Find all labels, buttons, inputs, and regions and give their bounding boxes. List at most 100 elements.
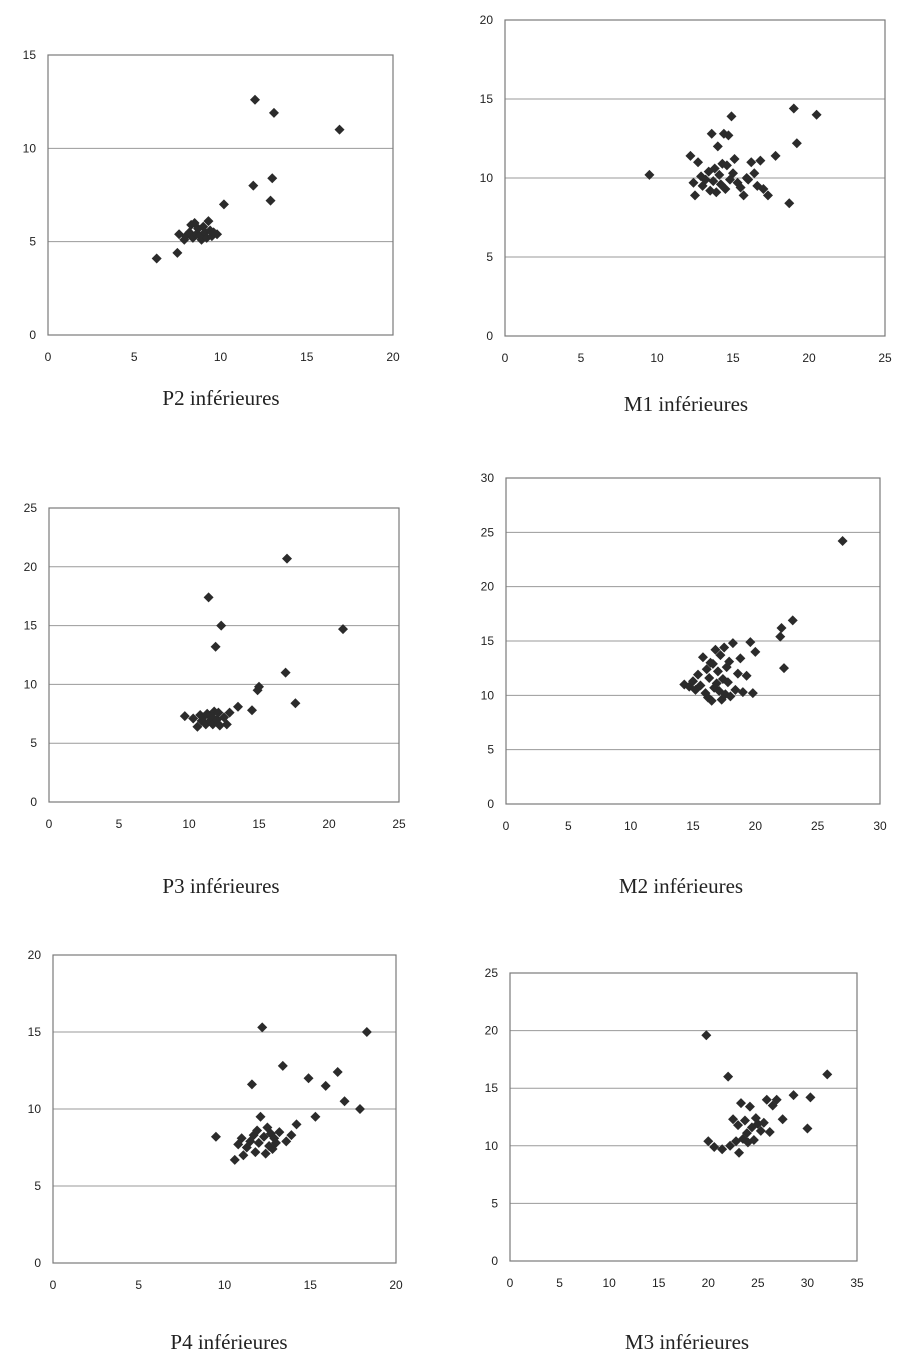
x-tick-label: 15 xyxy=(726,351,740,365)
y-tick-label: 0 xyxy=(486,329,493,343)
data-point xyxy=(745,637,756,648)
data-point xyxy=(644,169,655,180)
data-point xyxy=(700,174,711,185)
x-tick-label: 5 xyxy=(565,819,572,833)
data-point xyxy=(738,190,749,201)
data-point xyxy=(777,1114,788,1125)
data-point xyxy=(203,216,214,227)
data-point xyxy=(732,668,743,679)
data-point xyxy=(728,1114,739,1125)
x-tick-label: 35 xyxy=(850,1276,864,1290)
data-point xyxy=(334,124,345,135)
data-point xyxy=(246,1079,257,1090)
plot-area-frame xyxy=(52,954,397,1264)
data-point xyxy=(737,687,748,698)
data-point xyxy=(735,182,746,193)
data-point xyxy=(735,653,746,664)
plot-area-frame xyxy=(509,972,858,1262)
chart-m2-inferieures: 0 5 10 15 20 25 30 0 5 10 15 20 25 30 M2 inférieures xyxy=(481,471,887,898)
data-point xyxy=(339,1096,350,1107)
y-tick-label: 0 xyxy=(30,795,37,809)
data-point xyxy=(210,641,221,652)
x-tick-label: 25 xyxy=(751,1276,765,1290)
data-point xyxy=(250,1147,261,1158)
data-point xyxy=(697,652,708,663)
data-point xyxy=(755,155,766,166)
data-point xyxy=(711,678,722,689)
y-tick-label: 10 xyxy=(480,171,494,185)
x-tick-label: 10 xyxy=(624,819,638,833)
data-point xyxy=(802,1123,813,1134)
data-point xyxy=(151,253,162,264)
data-point xyxy=(213,707,224,718)
data-point xyxy=(750,646,761,657)
chart-p3-inferieures: 0 5 10 15 20 25 0 5 10 15 20 25 P3 inférieures xyxy=(24,501,406,898)
data-point xyxy=(709,1141,720,1152)
data-point xyxy=(250,94,260,105)
data-point xyxy=(787,615,798,626)
x-tick-label: 15 xyxy=(304,1278,318,1292)
y-tick-label: 20 xyxy=(480,13,494,27)
y-tick-label: 5 xyxy=(491,1196,498,1210)
data-point xyxy=(747,688,758,699)
x-tick-label: 25 xyxy=(878,351,892,365)
data-point xyxy=(267,173,278,184)
data-point xyxy=(361,1027,372,1037)
data-point xyxy=(291,1119,302,1130)
data-point xyxy=(788,1090,799,1101)
data-point xyxy=(188,713,199,724)
y-tick-label: 0 xyxy=(29,328,36,342)
data-point xyxy=(724,656,735,667)
data-point xyxy=(701,664,712,675)
y-tick-label: 5 xyxy=(487,743,494,757)
x-tick-label: 15 xyxy=(300,350,314,364)
data-point xyxy=(728,168,738,179)
data-point xyxy=(210,1131,221,1142)
data-point xyxy=(741,1128,752,1139)
data-point xyxy=(729,154,740,165)
y-tick-label: 10 xyxy=(481,688,495,702)
data-point xyxy=(248,180,259,191)
data-point xyxy=(693,157,704,168)
data-point xyxy=(805,1092,816,1103)
y-tick-label: 5 xyxy=(486,250,493,264)
data-point xyxy=(730,684,741,695)
data-point xyxy=(706,695,717,706)
x-tick-label: 20 xyxy=(389,1278,403,1292)
data-point xyxy=(764,1126,775,1137)
plot-area-frame xyxy=(505,477,881,805)
x-tick-label: 0 xyxy=(46,817,53,831)
data-point xyxy=(708,176,719,187)
x-tick-label: 5 xyxy=(578,351,585,365)
x-tick-label: 5 xyxy=(556,1276,563,1290)
data-point xyxy=(286,1130,297,1141)
x-tick-label: 0 xyxy=(45,350,52,364)
data-point xyxy=(203,592,214,603)
data-point xyxy=(268,107,279,118)
data-point xyxy=(214,720,225,731)
data-point xyxy=(247,705,257,716)
y-tick-label: 25 xyxy=(24,501,38,515)
y-tick-label: 10 xyxy=(28,1102,42,1116)
chart-caption: P3 inférieures xyxy=(162,874,279,898)
plot-area-frame xyxy=(48,507,400,803)
data-point xyxy=(721,160,732,171)
data-point xyxy=(690,190,700,201)
y-tick-label: 15 xyxy=(28,1025,42,1039)
data-point xyxy=(837,536,848,547)
chart-caption: P4 inférieures xyxy=(170,1330,287,1354)
data-point xyxy=(791,138,802,149)
chart-m3-inferieures: 0 5 10 15 20 25 0 5 10 15 20 25 30 35 M3 inférieures xyxy=(485,966,864,1354)
data-point xyxy=(727,638,738,649)
y-tick-label: 20 xyxy=(485,1024,499,1038)
x-tick-label: 5 xyxy=(116,817,123,831)
x-tick-label: 0 xyxy=(50,1278,57,1292)
data-point xyxy=(688,676,698,687)
y-tick-label: 20 xyxy=(24,560,38,574)
y-tick-label: 30 xyxy=(481,471,495,485)
data-point xyxy=(788,103,799,114)
x-tick-label: 0 xyxy=(507,1276,514,1290)
y-tick-label: 0 xyxy=(34,1256,41,1270)
data-point xyxy=(253,1137,264,1148)
x-tick-label: 30 xyxy=(873,819,887,833)
